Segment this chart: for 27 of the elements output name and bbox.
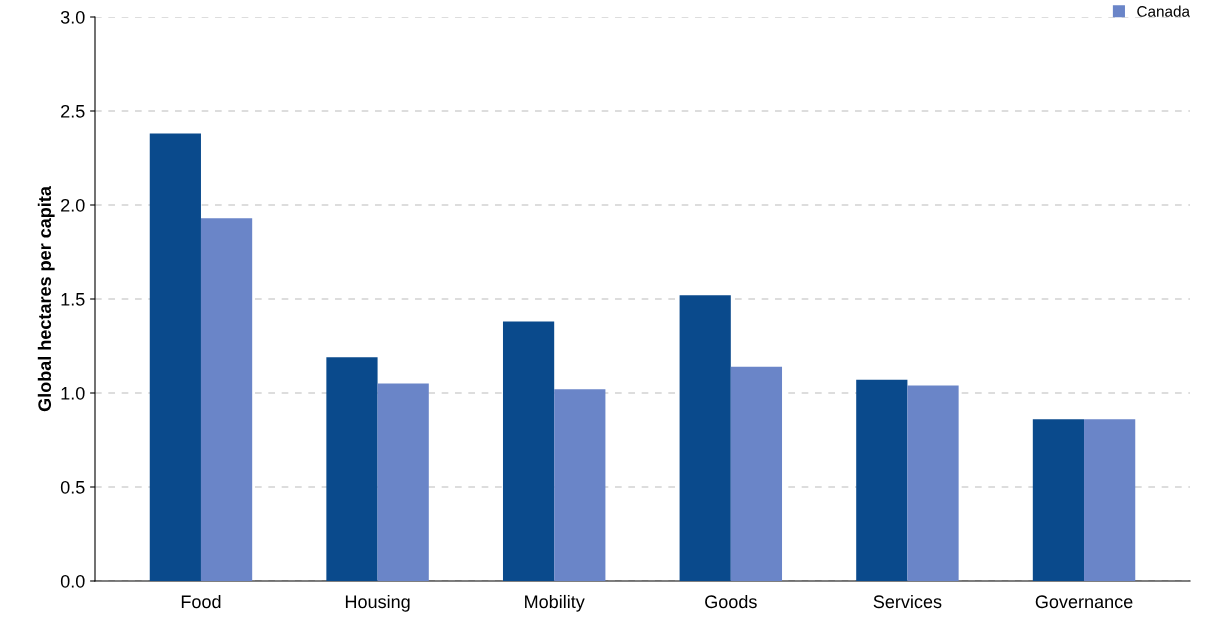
y-tick-label: 1.0: [61, 386, 85, 400]
y-tick-label: 3.0: [60, 10, 85, 24]
y-tick-label: 2.0: [61, 198, 85, 212]
bar: [907, 385, 959, 581]
bar: [1032, 419, 1085, 581]
bar: [149, 133, 201, 581]
bar: [1084, 419, 1136, 581]
y-tick-label: 1.5: [61, 293, 85, 306]
x-tick-label: Food: [181, 594, 221, 609]
y-tick-label: 0.0: [60, 574, 85, 588]
bar: [679, 295, 731, 581]
bar: [200, 218, 253, 581]
x-tick-label: Mobility: [525, 594, 585, 612]
bar: [730, 366, 783, 581]
bar: [377, 383, 429, 581]
bar: [856, 379, 908, 581]
legend-label: Canada: [1137, 5, 1190, 17]
x-tick-label: Governance: [1035, 595, 1133, 609]
x-tick-label: Housing: [345, 594, 410, 612]
bar: [326, 357, 378, 581]
x-tick-label: Goods: [705, 594, 757, 609]
x-tick-label: Services: [873, 594, 942, 609]
bar: [554, 389, 606, 581]
y-tick-label: 2.5: [61, 104, 85, 118]
y-axis-title: Global hectares per capita: [37, 185, 55, 412]
y-tick-label: 0.5: [60, 480, 85, 494]
bar: [502, 321, 555, 581]
